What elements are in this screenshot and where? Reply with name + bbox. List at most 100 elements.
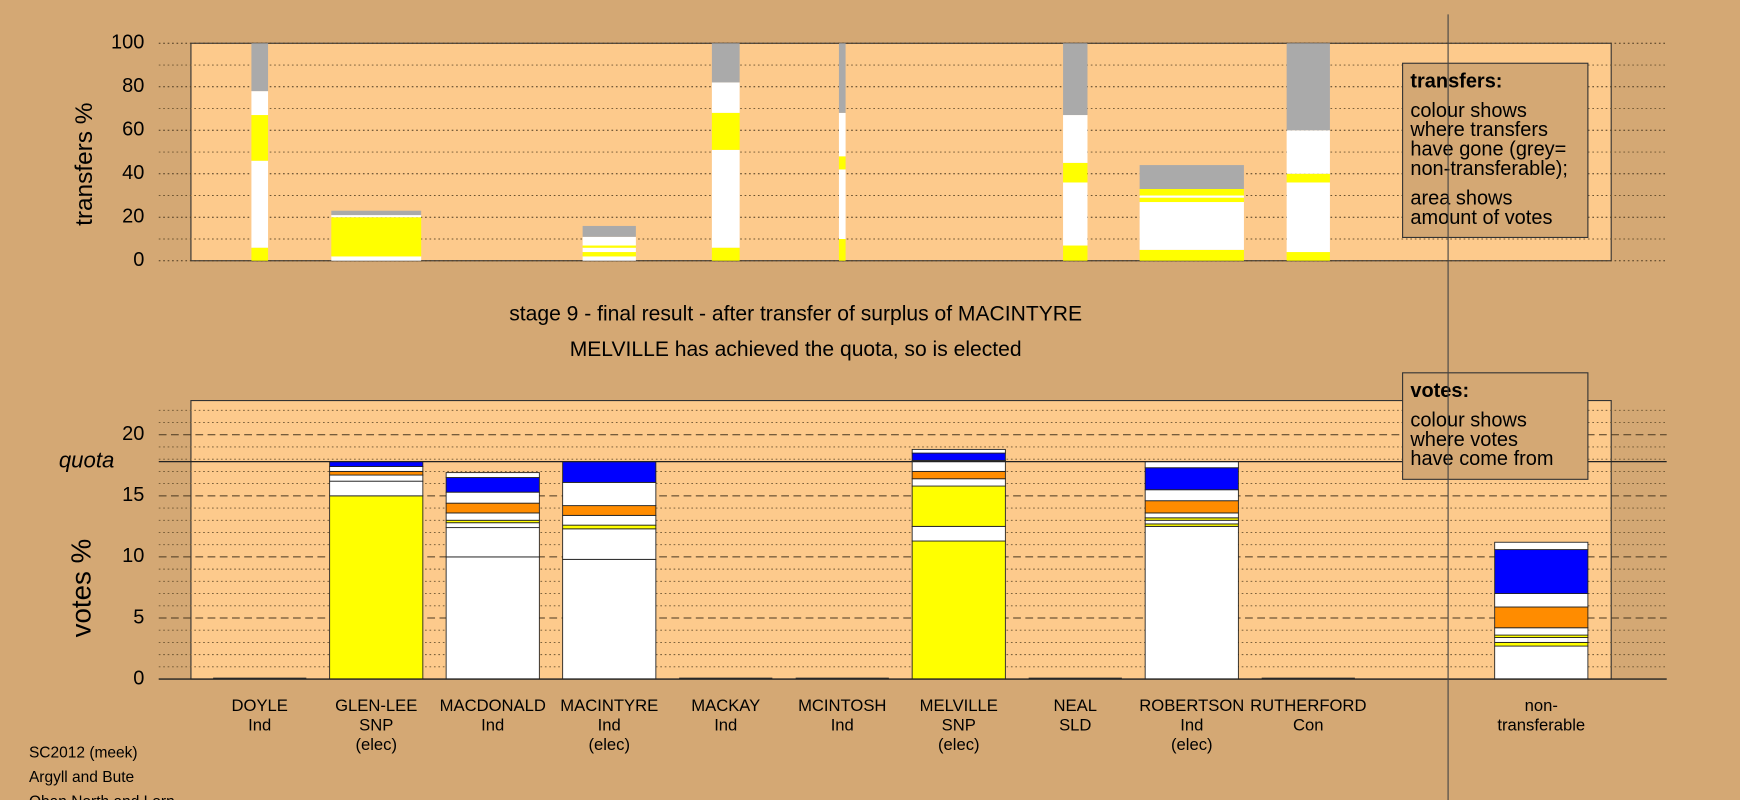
y-tick-label: 0: [133, 249, 144, 271]
transfer-segment: [711, 82, 740, 113]
vote-segment: [1494, 606, 1589, 629]
x-tick-label: DOYLE: [232, 696, 288, 715]
x-tick-label: MACINTYRE: [560, 696, 658, 715]
x-tick-label: SNP: [359, 716, 393, 735]
transfer-segment: [1286, 252, 1330, 261]
x-tick-label: Ind: [248, 716, 271, 735]
vote-segment: [1144, 519, 1239, 525]
vote-segment: [329, 474, 424, 482]
note-text: amount of votes: [1410, 207, 1552, 229]
note-box: [1402, 62, 1589, 239]
vote-segment: [329, 470, 424, 476]
transfer-segment: [1286, 182, 1330, 253]
note-box: [1402, 372, 1589, 480]
note-text: colour shows: [1410, 100, 1527, 122]
transfer-segment: [251, 247, 269, 261]
x-tick-label: non-: [1525, 696, 1558, 715]
x-tick-label: MACDONALD: [440, 696, 546, 715]
x-tick-label: NEAL: [1054, 696, 1097, 715]
vote-segment: [1494, 641, 1589, 647]
note-title: votes:: [1410, 380, 1469, 402]
y-tick-label: 60: [122, 119, 144, 141]
y-tick-label: 10: [122, 545, 144, 567]
transfer-segment: [1139, 188, 1244, 196]
vote-segment: [329, 461, 424, 467]
vote-segment: [1494, 637, 1589, 643]
footer-text: SC2012 (meek): [29, 745, 138, 762]
transfer-segment: [582, 247, 636, 253]
note-text: where votes: [1409, 429, 1518, 451]
chart-title: MELVILLE has achieved the quota, so is e…: [570, 338, 1022, 361]
vote-segment: [1494, 593, 1589, 608]
x-tick-label: SNP: [942, 716, 976, 735]
vote-segment: [1144, 512, 1239, 519]
x-tick-label: ROBERTSON: [1139, 696, 1244, 715]
transfer-segment: [1139, 195, 1244, 198]
vote-segment: [445, 512, 540, 521]
vote-segment: [911, 525, 1006, 542]
note-text: have come from: [1410, 448, 1553, 470]
transfer-segment: [1139, 202, 1244, 250]
x-tick-label: transferable: [1497, 716, 1585, 735]
vote-segment: [562, 514, 657, 526]
transfer-segment: [1286, 43, 1330, 131]
transfer-segment: [1063, 245, 1088, 261]
transfer-segment: [251, 160, 269, 248]
vote-segment: [329, 495, 424, 680]
vote-segment: [445, 527, 540, 558]
vote-segment: [1494, 549, 1589, 594]
transfer-segment: [838, 112, 846, 157]
chart-title: stage 9 - final result - after transfer …: [509, 303, 1082, 326]
y-tick-label: 5: [133, 606, 144, 628]
vote-segment: [445, 477, 540, 493]
vote-segment: [562, 461, 657, 483]
y-tick-label: 100: [111, 32, 144, 54]
vote-segment: [445, 556, 540, 680]
transfer-segment: [711, 149, 740, 248]
transfer-segment: [582, 245, 636, 248]
x-tick-label: RUTHERFORD: [1250, 696, 1366, 715]
transfer-segment: [331, 256, 422, 261]
x-tick-label: Ind: [598, 716, 621, 735]
x-tick-label: GLEN-LEE: [335, 696, 417, 715]
transfer-segment: [711, 112, 740, 150]
y-tick-label: 80: [122, 75, 144, 97]
vote-segment: [1144, 489, 1239, 502]
vote-segment: [1494, 627, 1589, 636]
vote-segment: [562, 505, 657, 516]
vote-segment: [911, 452, 1006, 461]
vote-segment: [911, 470, 1006, 480]
note-text: have gone (grey=: [1410, 139, 1566, 161]
x-tick-label: (elec): [938, 735, 980, 754]
x-tick-label: Ind: [714, 716, 737, 735]
transfer-segment: [582, 236, 636, 246]
transfer-segment: [1063, 43, 1088, 116]
transfer-segment: [1286, 130, 1330, 174]
vote-segment: [1144, 467, 1239, 491]
transfer-segment: [331, 210, 422, 216]
vote-segment: [1494, 645, 1589, 680]
transfer-segment: [1063, 115, 1088, 163]
transfer-segment: [251, 115, 269, 161]
vote-segment: [445, 472, 540, 478]
note-text: area shows: [1410, 187, 1512, 209]
vote-segment: [911, 448, 1006, 454]
vote-segment: [911, 478, 1006, 487]
vote-segment: [1144, 525, 1239, 680]
note-text: non-transferable);: [1410, 158, 1568, 180]
y-tick-label: 20: [122, 206, 144, 228]
vote-segment: [562, 528, 657, 560]
x-tick-label: Ind: [1180, 716, 1203, 735]
y-tick-label: 20: [122, 423, 144, 445]
transfer-segment: [582, 252, 636, 257]
vote-segment: [329, 466, 424, 472]
note-text: colour shows: [1410, 409, 1527, 431]
transfer-segment: [711, 43, 740, 83]
x-tick-label: MACKAY: [691, 696, 760, 715]
footer-text: Oban North and Lorn: [29, 793, 175, 800]
vote-segment: [911, 540, 1006, 680]
transfer-segment: [838, 156, 846, 170]
transfer-segment: [1063, 162, 1088, 183]
transfer-segment: [838, 239, 846, 261]
